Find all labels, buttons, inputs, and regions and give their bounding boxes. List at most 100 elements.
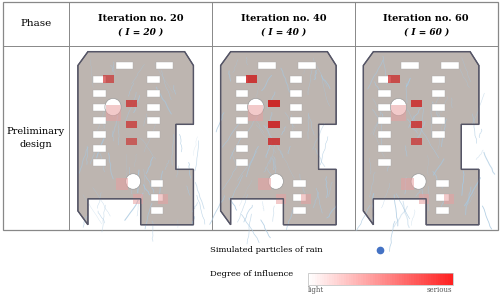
Bar xyxy=(236,76,248,83)
Bar xyxy=(236,131,248,138)
Bar xyxy=(344,273,346,285)
Bar xyxy=(390,273,392,285)
Bar xyxy=(358,273,361,285)
Polygon shape xyxy=(78,52,194,225)
Polygon shape xyxy=(364,52,479,225)
Bar xyxy=(290,76,302,83)
Ellipse shape xyxy=(126,174,140,189)
Text: light: light xyxy=(308,286,324,294)
Bar xyxy=(268,100,280,107)
Bar xyxy=(290,131,302,138)
Bar xyxy=(334,273,337,285)
Bar xyxy=(378,76,391,83)
Bar xyxy=(126,100,137,107)
Text: ( I = 40 ): ( I = 40 ) xyxy=(261,27,306,36)
Bar xyxy=(346,273,349,285)
Bar xyxy=(258,62,276,69)
Bar xyxy=(424,273,426,285)
Bar xyxy=(248,105,264,121)
Bar xyxy=(93,104,106,111)
Bar xyxy=(93,118,106,124)
Bar xyxy=(327,273,330,285)
Bar xyxy=(368,273,371,285)
Bar xyxy=(116,178,128,190)
Bar xyxy=(150,194,164,201)
Bar xyxy=(401,62,418,69)
Bar xyxy=(431,273,434,285)
Bar xyxy=(440,273,444,285)
Bar xyxy=(312,273,316,285)
Bar xyxy=(116,62,133,69)
Bar xyxy=(126,138,137,145)
Bar xyxy=(428,273,432,285)
Bar xyxy=(93,145,106,152)
Bar xyxy=(236,118,248,124)
Bar xyxy=(246,75,257,83)
Bar xyxy=(294,180,306,187)
Bar xyxy=(351,273,354,285)
Bar xyxy=(391,105,406,121)
Bar xyxy=(446,273,448,285)
Bar xyxy=(126,121,137,128)
Bar xyxy=(156,62,174,69)
Bar xyxy=(322,273,325,285)
Bar xyxy=(436,194,448,201)
Bar xyxy=(276,194,286,204)
Bar xyxy=(363,273,366,285)
Polygon shape xyxy=(220,52,336,225)
Bar xyxy=(320,273,322,285)
Text: ( I = 20 ): ( I = 20 ) xyxy=(118,27,164,36)
Bar xyxy=(418,273,422,285)
Bar xyxy=(370,273,374,285)
Bar xyxy=(401,178,413,190)
Bar xyxy=(432,90,445,97)
Bar xyxy=(336,273,340,285)
Bar xyxy=(150,208,164,214)
Bar xyxy=(432,118,445,124)
Bar xyxy=(436,180,448,187)
Bar xyxy=(426,273,429,285)
Bar xyxy=(290,118,302,124)
Bar xyxy=(294,208,306,214)
Bar xyxy=(329,273,332,285)
Text: Degree of influence: Degree of influence xyxy=(210,270,293,278)
Bar xyxy=(397,273,400,285)
Bar xyxy=(414,273,417,285)
Bar xyxy=(290,90,302,97)
Bar xyxy=(342,273,344,285)
Text: Phase: Phase xyxy=(20,19,52,28)
Bar xyxy=(290,104,302,111)
Bar xyxy=(421,273,424,285)
Bar xyxy=(411,138,422,145)
Text: Iteration no. 40: Iteration no. 40 xyxy=(240,14,326,22)
Bar xyxy=(411,100,422,107)
Bar xyxy=(450,273,453,285)
Bar xyxy=(236,90,248,97)
Bar xyxy=(366,273,368,285)
Bar xyxy=(436,273,438,285)
Ellipse shape xyxy=(411,174,426,189)
Bar xyxy=(441,62,459,69)
Ellipse shape xyxy=(390,98,406,116)
Bar xyxy=(402,273,404,285)
Bar xyxy=(2,2,498,230)
Text: Iteration no. 60: Iteration no. 60 xyxy=(384,14,469,22)
Bar xyxy=(348,273,352,285)
Bar xyxy=(317,273,320,285)
Bar xyxy=(315,273,318,285)
Bar xyxy=(392,273,395,285)
Bar xyxy=(378,104,391,111)
Bar xyxy=(448,273,450,285)
Bar xyxy=(382,273,386,285)
Bar xyxy=(236,159,248,166)
Bar xyxy=(298,62,316,69)
Text: Preliminary
design: Preliminary design xyxy=(7,127,65,149)
Ellipse shape xyxy=(105,98,121,116)
Bar xyxy=(433,273,436,285)
Bar xyxy=(378,90,391,97)
Bar xyxy=(93,76,106,83)
Bar xyxy=(103,75,115,83)
Bar xyxy=(418,194,428,204)
Bar xyxy=(294,194,306,201)
Ellipse shape xyxy=(248,98,264,116)
